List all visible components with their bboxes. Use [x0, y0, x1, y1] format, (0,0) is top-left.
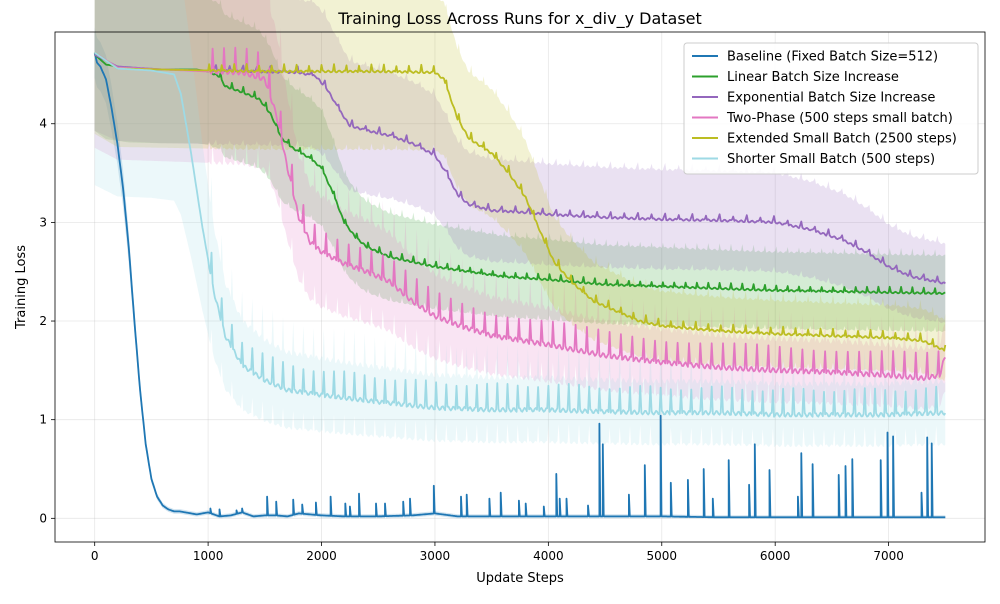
series-line: [93, 52, 946, 519]
x-tick-label: 2000: [306, 549, 337, 563]
x-axis-label: Update Steps: [476, 571, 564, 586]
legend-label: Two-Phase (500 steps small batch): [726, 111, 953, 126]
y-tick-label: 4: [39, 117, 47, 131]
series-band: [94, 0, 946, 332]
legend-box: [683, 42, 979, 175]
series-band: [94, 0, 946, 382]
x-tick-label: 7000: [873, 549, 904, 563]
axis-ticks: 0 1000 2000 3000 4000 5000 6000 7000 0 1 2 3 4: [39, 117, 904, 563]
x-tick-label: 1000: [193, 549, 224, 563]
series-line: [94, 51, 947, 352]
x-tick-label: 5000: [646, 549, 677, 563]
legend-label: Exponential Batch Size Increase: [727, 91, 935, 106]
series-band: [94, 0, 946, 324]
series-lines: [93, 46, 947, 519]
plot-frame: [54, 31, 986, 543]
x-tick-label: 0: [91, 549, 99, 563]
y-tick-label: 0: [39, 511, 47, 525]
y-tick-label: 3: [39, 215, 47, 229]
chart-title: Training Loss Across Runs for x_div_y Da…: [337, 9, 702, 29]
legend: Baseline (Fixed Batch Size=512) Linear Ba…: [683, 42, 979, 175]
x-tick-label: 6000: [760, 549, 791, 563]
series-band: [94, 0, 946, 448]
legend-label: Baseline (Fixed Batch Size=512): [727, 50, 938, 65]
legend-label: Linear Batch Size Increase: [727, 70, 899, 85]
y-axis-label: Training Loss: [14, 245, 29, 330]
legend-label: Extended Small Batch (2500 steps): [727, 132, 957, 147]
x-tick-label: 4000: [533, 549, 564, 563]
legend-items: Baseline (Fixed Batch Size=512) Linear Ba…: [692, 50, 957, 167]
legend-label: Shorter Small Batch (500 steps): [727, 152, 935, 167]
y-tick-label: 1: [39, 413, 47, 427]
series-line: [94, 51, 947, 418]
series-line: [94, 54, 946, 295]
x-tick-label: 3000: [420, 549, 451, 563]
y-tick-label: 2: [39, 314, 47, 328]
